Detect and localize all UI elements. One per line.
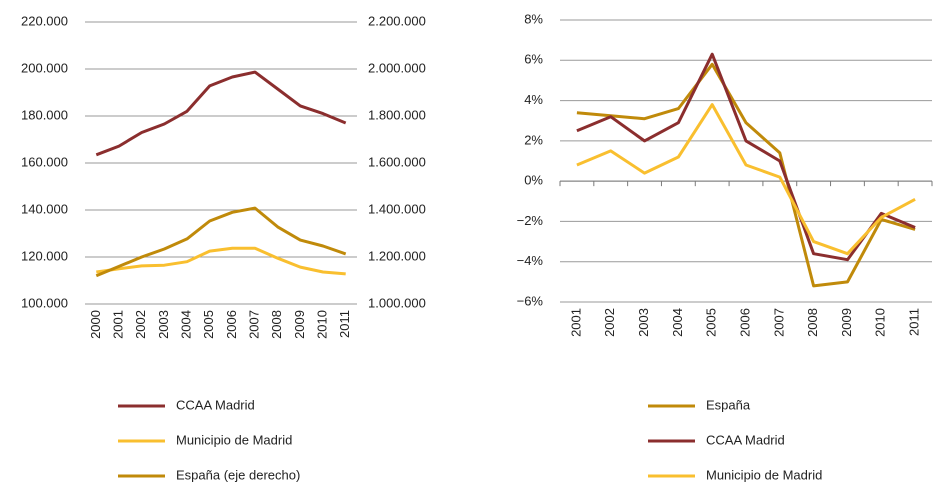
y-tick-label: 220.000 bbox=[21, 13, 68, 28]
y-tick-label: 100.000 bbox=[21, 295, 68, 310]
legend-label: Municipio de Madrid bbox=[176, 432, 292, 447]
y2-tick-label: 1.800.000 bbox=[368, 107, 426, 122]
legend-label: España bbox=[706, 397, 751, 412]
x-tick-label: 2001 bbox=[568, 308, 583, 337]
x-tick-label: 2010 bbox=[873, 308, 888, 337]
x-tick-label: 2000 bbox=[88, 310, 103, 339]
x-tick-label: 2007 bbox=[771, 308, 786, 337]
series-line bbox=[576, 62, 916, 288]
y-tick-label: 8% bbox=[524, 11, 543, 26]
legend-label: Municipio de Madrid bbox=[706, 467, 822, 482]
series-line bbox=[576, 103, 916, 256]
legend-label: CCAA Madrid bbox=[176, 397, 255, 412]
y2-tick-label: 1.400.000 bbox=[368, 201, 426, 216]
x-tick-label: 2001 bbox=[110, 310, 125, 339]
x-tick-label: 2004 bbox=[670, 308, 685, 337]
x-tick-label: 2009 bbox=[292, 310, 307, 339]
y-tick-label: −6% bbox=[517, 293, 544, 308]
y-tick-label: 6% bbox=[524, 52, 543, 67]
x-tick-label: 2011 bbox=[337, 310, 352, 338]
x-tick-label: 2007 bbox=[246, 310, 261, 339]
x-tick-label: 2005 bbox=[201, 310, 216, 339]
x-tick-label: 2006 bbox=[224, 310, 239, 339]
x-tick-label: 2003 bbox=[636, 308, 651, 337]
x-tick-label: 2002 bbox=[133, 310, 148, 339]
y-tick-label: 120.000 bbox=[21, 248, 68, 263]
series-line bbox=[95, 206, 347, 278]
y-tick-label: 140.000 bbox=[21, 201, 68, 216]
x-tick-label: 2008 bbox=[269, 310, 284, 339]
legend-label: España (eje derecho) bbox=[176, 467, 300, 482]
x-tick-label: 2005 bbox=[704, 308, 719, 337]
x-tick-label: 2009 bbox=[839, 308, 854, 337]
y2-tick-label: 2.200.000 bbox=[368, 13, 426, 28]
series-line bbox=[576, 52, 916, 262]
y-tick-label: −2% bbox=[517, 213, 544, 228]
y-tick-label: 160.000 bbox=[21, 154, 68, 169]
y-tick-label: 0% bbox=[524, 173, 543, 188]
y-tick-label: 180.000 bbox=[21, 107, 68, 122]
y-tick-label: −4% bbox=[517, 253, 544, 268]
y-tick-label: 2% bbox=[524, 132, 543, 147]
series-line bbox=[95, 70, 347, 157]
y-tick-label: 4% bbox=[524, 92, 543, 107]
y2-tick-label: 1.600.000 bbox=[368, 154, 426, 169]
x-tick-label: 2010 bbox=[314, 310, 329, 339]
legend-label: CCAA Madrid bbox=[706, 432, 785, 447]
x-tick-label: 2003 bbox=[156, 310, 171, 339]
series-line bbox=[96, 246, 346, 276]
y2-tick-label: 1.000.000 bbox=[368, 295, 426, 310]
y2-tick-label: 2.000.000 bbox=[368, 60, 426, 75]
x-tick-label: 2006 bbox=[737, 308, 752, 337]
x-tick-label: 2002 bbox=[602, 308, 617, 337]
x-tick-label: 2008 bbox=[805, 308, 820, 337]
y-tick-label: 200.000 bbox=[21, 60, 68, 75]
y2-tick-label: 1.200.000 bbox=[368, 248, 426, 263]
x-tick-label: 2011 bbox=[907, 308, 922, 336]
x-tick-label: 2004 bbox=[178, 310, 193, 339]
